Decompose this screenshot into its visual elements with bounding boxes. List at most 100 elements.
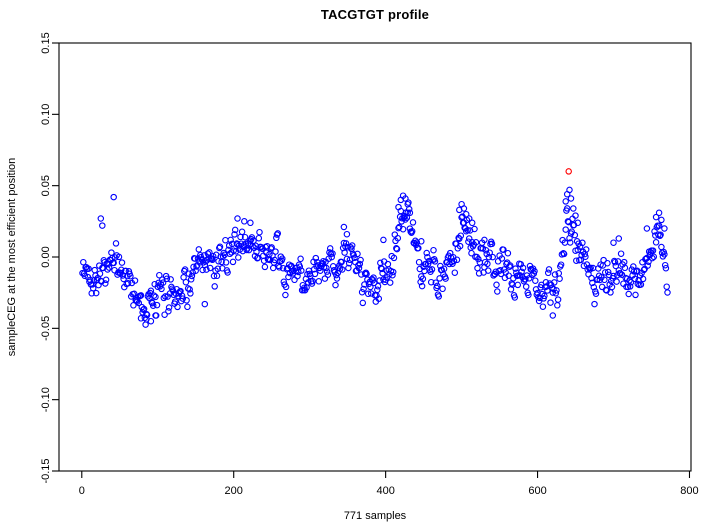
data-point xyxy=(488,240,496,248)
data-point xyxy=(522,275,529,283)
data-point xyxy=(645,258,652,265)
data-point xyxy=(294,272,301,280)
data-point xyxy=(649,254,656,262)
data-point xyxy=(253,248,260,256)
data-point xyxy=(557,261,565,268)
data-point xyxy=(430,246,437,254)
data-point xyxy=(178,292,186,300)
data-point xyxy=(394,234,402,242)
data-point xyxy=(476,259,484,266)
data-point xyxy=(589,279,596,287)
data-point xyxy=(355,262,362,269)
data-point xyxy=(565,168,572,175)
data-point xyxy=(156,271,163,279)
data-point xyxy=(590,283,598,291)
data-point xyxy=(386,279,394,286)
data-point xyxy=(297,255,304,263)
data-point xyxy=(333,275,341,282)
data-point xyxy=(142,321,149,328)
data-point xyxy=(343,230,351,238)
data-point xyxy=(92,289,100,297)
data-point xyxy=(99,222,106,229)
data-point xyxy=(241,233,249,241)
data-point xyxy=(315,278,323,285)
data-point xyxy=(435,293,443,300)
data-point xyxy=(402,216,409,223)
data-point xyxy=(485,253,493,261)
data-point xyxy=(578,251,585,259)
data-point xyxy=(201,300,209,308)
x-axis-label: 771 samples xyxy=(343,510,407,522)
data-point xyxy=(404,209,411,217)
data-point xyxy=(105,264,113,271)
data-point xyxy=(108,249,115,256)
data-point xyxy=(357,256,364,264)
data-point xyxy=(102,276,110,284)
data-point xyxy=(522,283,530,290)
data-point xyxy=(234,241,241,248)
data-point xyxy=(130,302,137,309)
data-point xyxy=(500,246,507,253)
y-tick-label: 0.10 xyxy=(40,104,52,125)
data-point xyxy=(285,273,292,281)
data-point xyxy=(428,266,436,273)
data-point xyxy=(206,249,213,256)
data-point xyxy=(663,283,670,290)
data-point xyxy=(415,258,423,266)
data-point xyxy=(124,279,132,287)
data-point xyxy=(462,210,470,218)
data-point xyxy=(359,299,367,307)
data-point xyxy=(323,268,331,275)
data-point xyxy=(652,239,660,246)
data-point xyxy=(304,279,312,286)
y-tick-label: -0.05 xyxy=(40,316,52,341)
data-point xyxy=(582,246,590,253)
data-point xyxy=(494,258,502,265)
data-point xyxy=(631,275,639,283)
data-point xyxy=(610,272,617,280)
data-point xyxy=(181,266,189,273)
data-point xyxy=(566,186,573,194)
data-point xyxy=(389,268,397,276)
data-point xyxy=(639,275,647,283)
data-point xyxy=(451,269,459,276)
data-point xyxy=(662,264,670,272)
data-point xyxy=(402,195,409,202)
data-point xyxy=(391,231,399,238)
y-tick-label: -0.10 xyxy=(40,387,52,412)
data-point xyxy=(453,256,461,264)
x-tick-label: 0 xyxy=(79,485,85,497)
data-point xyxy=(209,256,216,264)
data-point xyxy=(195,246,203,253)
data-point xyxy=(545,266,553,273)
data-point xyxy=(149,302,157,309)
data-point xyxy=(191,255,199,262)
data-point xyxy=(267,245,275,252)
data-point xyxy=(273,231,281,238)
data-point xyxy=(661,261,669,269)
data-point xyxy=(442,275,449,282)
data-point xyxy=(498,255,506,262)
data-point xyxy=(341,249,348,256)
data-point xyxy=(150,292,158,299)
data-point xyxy=(356,260,364,268)
data-point xyxy=(655,209,663,217)
data-point xyxy=(137,315,145,322)
data-point xyxy=(345,264,352,272)
data-point xyxy=(235,254,242,261)
data-point xyxy=(80,258,87,266)
data-point xyxy=(511,294,519,301)
data-point xyxy=(135,299,143,307)
data-point xyxy=(131,277,139,284)
data-point xyxy=(472,239,480,246)
data-point xyxy=(97,215,105,222)
data-point xyxy=(565,218,572,226)
data-point xyxy=(408,228,416,235)
data-point xyxy=(562,226,569,233)
data-point xyxy=(569,215,576,223)
data-point xyxy=(418,238,425,245)
data-point xyxy=(188,272,196,280)
data-point xyxy=(163,275,171,283)
data-point xyxy=(468,249,475,257)
